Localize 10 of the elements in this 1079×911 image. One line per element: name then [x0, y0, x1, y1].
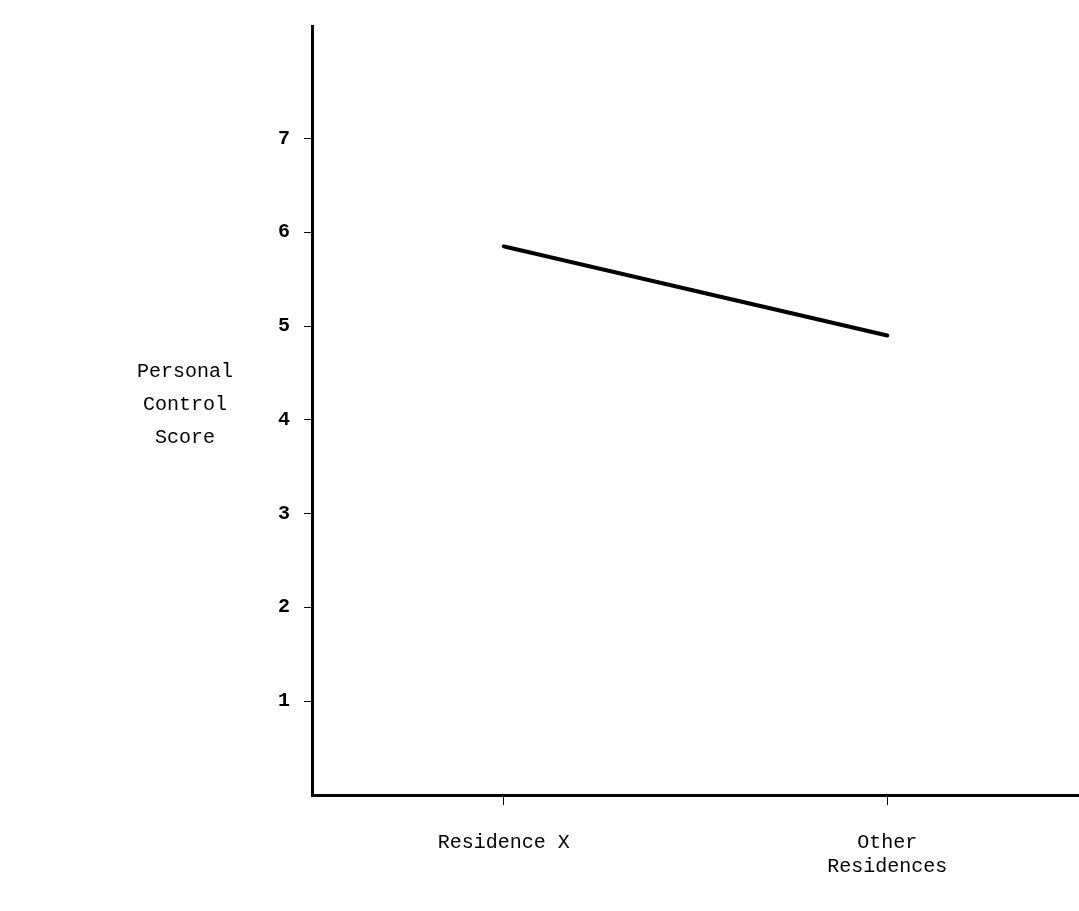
x-tick-label: Residence X: [437, 831, 570, 855]
x-tick-label: Other Residences: [827, 831, 948, 879]
y-tick-label: 1: [277, 689, 290, 713]
y-tick-label: 4: [277, 407, 290, 431]
y-tick-label: 6: [277, 220, 290, 244]
y-tick-label: 5: [277, 314, 290, 338]
y-tick-label: 2: [277, 595, 290, 619]
y-tick-label: 3: [277, 501, 290, 525]
y-axis-title: Personal Control Score: [136, 359, 234, 451]
y-tick-label: 7: [277, 126, 290, 150]
